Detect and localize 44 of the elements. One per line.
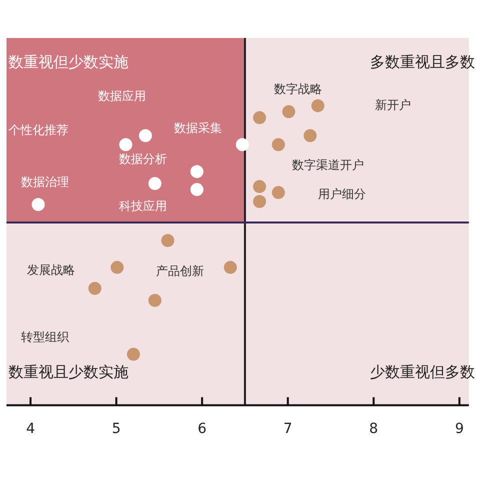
point: [148, 294, 162, 307]
x-tick-label: 7: [283, 421, 292, 438]
text: 数据应用: [98, 89, 146, 104]
annotation: 科技应用: [119, 199, 167, 214]
point: [88, 282, 102, 295]
annotation: 产品创新: [156, 264, 204, 278]
point: [32, 198, 45, 212]
annotation: 发展战略: [27, 263, 75, 278]
annotation: 少数重视但多数: [370, 363, 475, 382]
point: [190, 165, 204, 178]
point: [282, 105, 296, 118]
x-tick-label: 4: [26, 421, 36, 438]
text: 数重视但少数实施: [8, 52, 128, 71]
annotation: 新开户: [375, 98, 411, 112]
point: [161, 234, 174, 247]
point: [148, 177, 162, 190]
point: [119, 138, 132, 152]
annotation: 数字渠道开户: [292, 158, 364, 172]
point: [224, 260, 237, 274]
point: [236, 138, 249, 152]
x-tick-label: 9: [454, 421, 464, 438]
x-tick-label: 6: [198, 421, 207, 438]
annotation: 转型组织: [21, 330, 69, 344]
point: [253, 111, 266, 124]
point: [126, 348, 140, 361]
point: [253, 180, 266, 194]
annotation: 数据治理: [21, 175, 69, 190]
point: [138, 129, 152, 142]
point: [253, 195, 266, 208]
annotation: 数据采集: [174, 121, 222, 136]
text: 数字战略: [274, 82, 322, 96]
point: [311, 99, 324, 112]
point: [272, 186, 285, 200]
annotation: 数据分析: [119, 152, 167, 166]
x-tick-label: 5: [112, 421, 121, 438]
point: [110, 260, 124, 274]
annotation: 个性化推荐: [8, 123, 68, 138]
point: [272, 138, 285, 152]
text: 多数重视且多数: [370, 52, 475, 71]
x-tick-label: 8: [369, 421, 378, 438]
point: [190, 183, 204, 196]
annotation: 数重视且少数实施: [8, 363, 128, 382]
annotation: 用户细分: [318, 187, 366, 202]
point: [304, 129, 317, 142]
